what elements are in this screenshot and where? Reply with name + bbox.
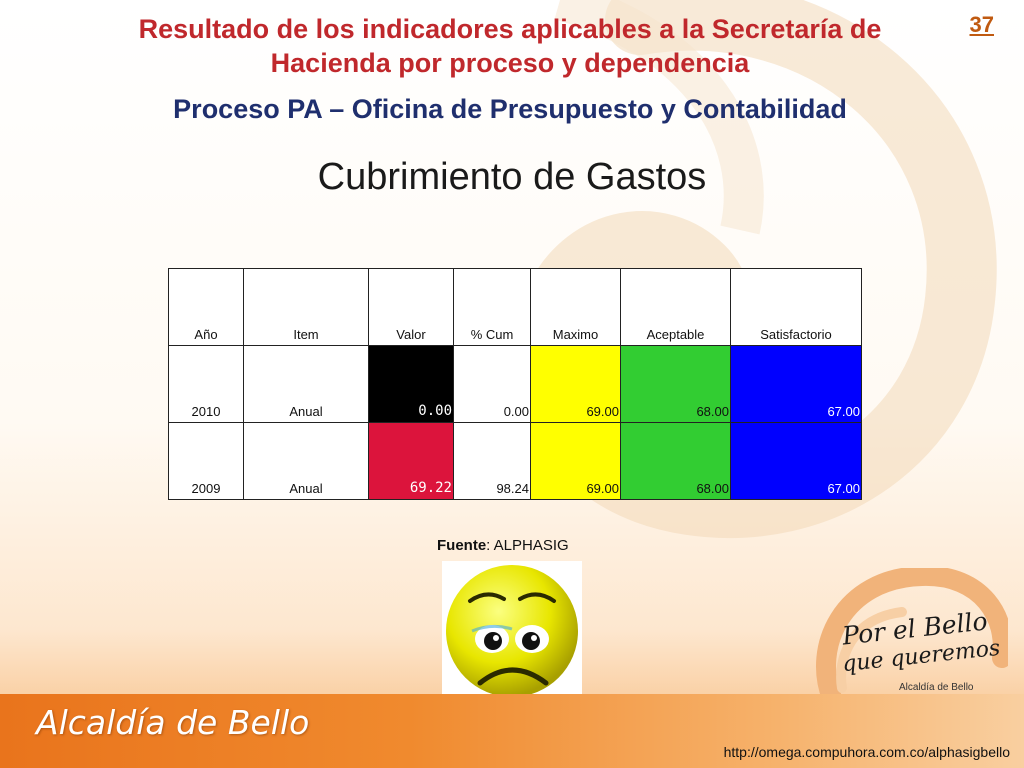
table-header-row: Año Item Valor % Cum Maximo Aceptable Sa… [168, 268, 862, 346]
cell-item: Anual [243, 422, 369, 500]
cell-cum: 0.00 [453, 345, 531, 423]
source-value: : ALPHASIG [486, 537, 569, 554]
process-title: Proceso PA – Oficina de Presupuesto y Co… [173, 94, 847, 124]
header-year: Año [168, 268, 244, 346]
logo-caption: Alcaldía de Bello [899, 682, 974, 693]
source-label: Fuente [437, 537, 487, 554]
header-item: Item [243, 268, 369, 346]
title-line-2: Hacienda por proceso y dependencia [270, 48, 750, 78]
header-maximo: Maximo [530, 268, 621, 346]
cell-cum: 98.24 [453, 422, 531, 500]
cell-maximo: 69.00 [530, 345, 621, 423]
header-aceptable: Aceptable [620, 268, 731, 346]
section-subtitle: Cubrimiento de Gastos [317, 156, 707, 198]
cell-valor: 69.22 [368, 422, 454, 500]
cell-satisfactorio: 67.00 [730, 345, 862, 423]
table-row: 2010 Anual 0.00 0.00 69.00 68.00 67.00 [168, 345, 862, 423]
page-title: Resultado de los indicadores aplicables … [60, 12, 960, 80]
footer-brand-logo: Alcaldía de Bello [36, 703, 310, 742]
header-cum: % Cum [453, 268, 531, 346]
cell-satisfactorio: 67.00 [730, 422, 862, 500]
cell-year: 2010 [168, 345, 244, 423]
indicator-table: Año Item Valor % Cum Maximo Aceptable Sa… [168, 268, 862, 500]
footer-bar [0, 694, 1024, 768]
sad-face-icon [442, 561, 582, 701]
logo-badge [816, 568, 1008, 708]
table-row: 2009 Anual 69.22 98.24 69.00 68.00 67.00 [168, 422, 862, 500]
cell-item: Anual [243, 345, 369, 423]
source-note: Fuente: ALPHASIG [437, 537, 569, 554]
header-satisfactorio: Satisfactorio [730, 268, 862, 346]
footer-url[interactable]: http://omega.compuhora.com.co/alphasigbe… [723, 744, 1010, 760]
header-valor: Valor [368, 268, 454, 346]
cell-year: 2009 [168, 422, 244, 500]
cell-valor: 0.00 [368, 345, 454, 423]
cell-aceptable: 68.00 [620, 345, 731, 423]
cell-maximo: 69.00 [530, 422, 621, 500]
title-line-1: Resultado de los indicadores aplicables … [138, 14, 882, 44]
slide-number: 37 [969, 12, 994, 37]
cell-aceptable: 68.00 [620, 422, 731, 500]
